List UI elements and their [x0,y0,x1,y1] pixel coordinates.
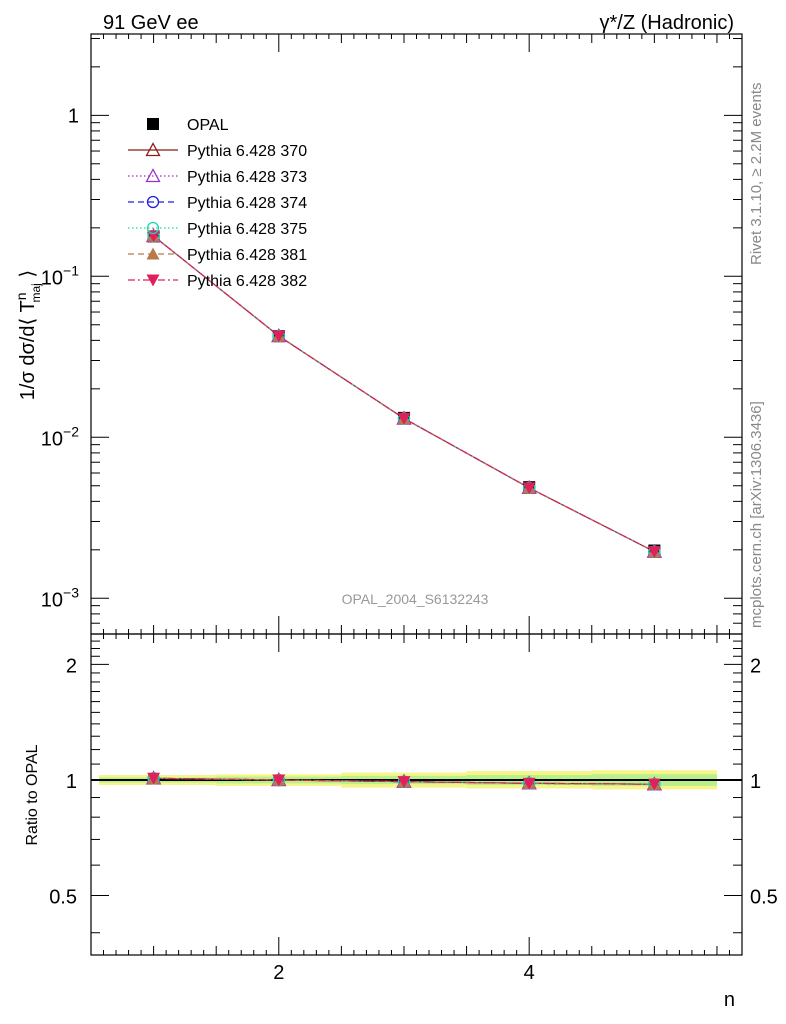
left-title: 91 GeV ee [103,12,199,34]
ratio-ylabel: Ratio to OPAL [24,744,41,845]
rivet-version-label: Rivet 3.1.10, ≥ 2.2M events [748,83,765,266]
main-ytick-label: 10−2 [41,423,79,450]
svg-text:1/σ dσ/d⟨ Tnmaj ⟩: 1/σ dσ/d⟨ Tnmaj ⟩ [13,270,43,400]
main-ytick-label-exp: −3 [63,584,79,600]
legend-entry-label: Pythia 6.428 381 [187,247,307,264]
ratio-ytick-label-right: 0.5 [750,887,778,909]
xtick-label: 4 [524,962,535,984]
ratio-ytick-label-left: 0.5 [49,887,77,909]
legend-marker [146,274,160,287]
ratio-ytick-label-right: 1 [750,771,761,793]
legend-entry-label: OPAL [187,117,229,134]
main-data-point [647,546,661,559]
ratio-ytick-label-left: 1 [66,771,77,793]
ratio-data-point [397,776,411,789]
xtick-label: 2 [273,962,284,984]
ratio-ytick-label-right: 2 [750,655,761,677]
ratio-series-line [153,777,655,785]
ratio-series-points [146,770,662,791]
legend-entry-label: Pythia 6.428 374 [187,195,307,212]
analysis-watermark: OPAL_2004_S6132243 [342,591,489,607]
main-data-point [272,330,286,343]
mcplots-label: mcplots.cern.ch [arXiv:1306.3436] [748,401,765,628]
main-yticks: 10−3 10−2 10−1 1 [41,38,742,635]
ratio-band [91,770,742,790]
main-data-point [522,482,536,495]
x-axis-label: n [724,989,735,1011]
main-ytick-label: 10−1 [41,262,79,289]
main-panel: 10−3 10−2 10−1 1 OPAL_2004_S6132243 1/σ dσ/… [13,33,743,635]
legend-entry-label: Pythia 6.428 375 [187,221,307,238]
ratio-data-point [522,777,536,790]
legend-marker [145,142,161,157]
main-data-point [397,412,411,425]
ratio-frame [90,633,743,956]
main-ytick-label-exp: −1 [63,262,79,278]
legend-marker [146,195,160,209]
main-ytick-label-exp: −2 [63,423,79,439]
right-title: γ*/Z (Hadronic) [600,12,734,34]
legend-entry-label: Pythia 6.428 370 [187,143,307,160]
legend-marker [147,118,159,130]
ratio-ytick-label-left: 2 [66,655,77,677]
main-ytick-label: 1 [68,105,79,127]
main-xticks [103,34,743,634]
legend: OPAL Pythia 6.428 370 Pythia 6.428 373 Pyth… [128,117,307,290]
main-ytick-label: 10−3 [41,584,79,611]
legend-marker [146,247,160,260]
ratio-data-point [147,772,161,785]
legend-entry-label: Pythia 6.428 382 [187,273,307,290]
ratio-data-point [272,774,286,787]
legend-marker [145,168,161,183]
ratio-yticks: 0.5 0.5 1 1 2 2 [49,640,778,934]
legend-entry-label: Pythia 6.428 373 [187,169,307,186]
ratio-data-point [647,778,661,791]
main-ylabel: 1/σ dσ/d⟨ Tnmaj ⟩ [13,270,43,400]
legend-marker [146,221,160,235]
